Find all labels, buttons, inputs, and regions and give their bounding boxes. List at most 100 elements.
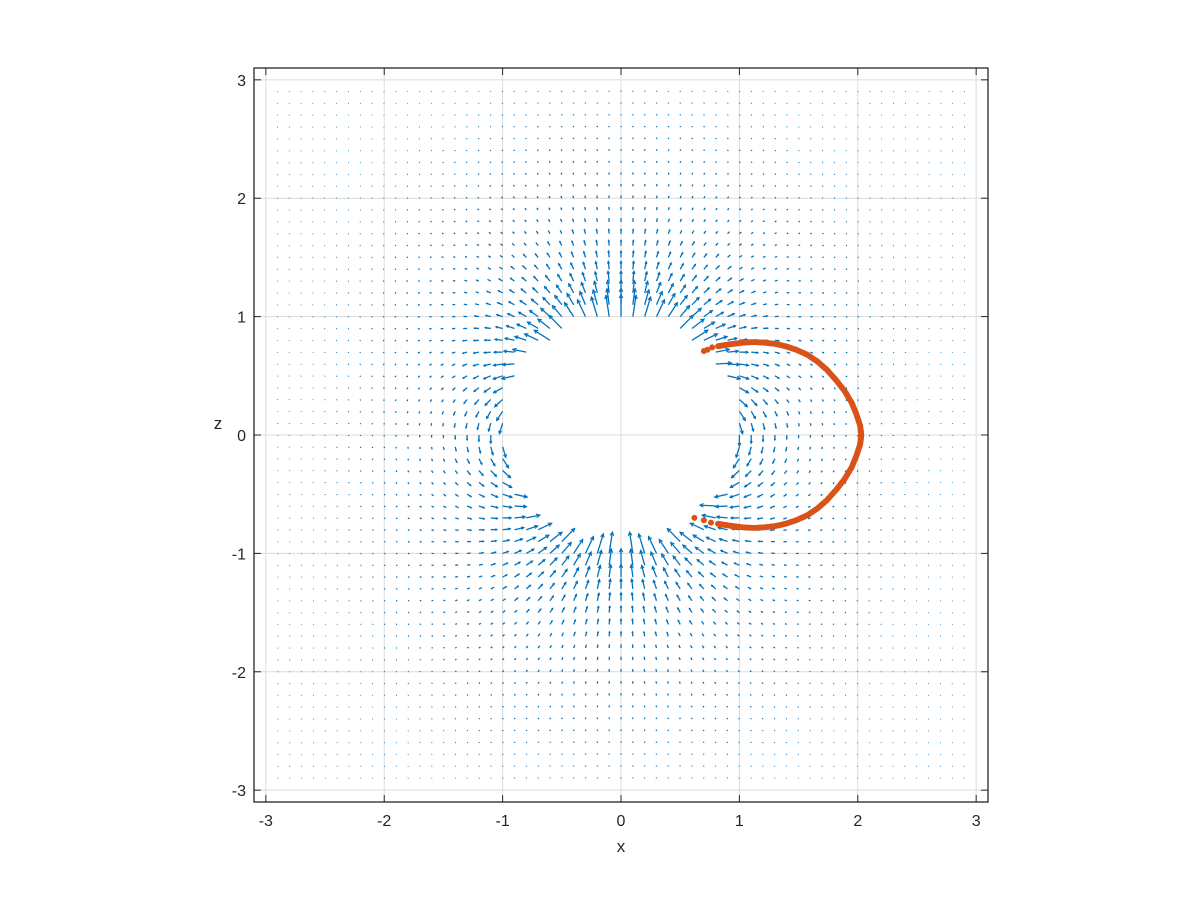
field-vector — [795, 493, 799, 497]
field-vector — [750, 126, 753, 128]
field-vector — [442, 126, 444, 128]
field-vector — [798, 232, 801, 235]
field-vector — [500, 219, 504, 223]
field-vector — [383, 529, 386, 531]
field-vector — [750, 717, 752, 720]
field-vector — [431, 670, 433, 673]
field-vector — [762, 173, 765, 175]
field-vector — [703, 309, 713, 318]
field-vector — [454, 470, 459, 475]
field-vector — [749, 658, 752, 661]
field-vector-head — [627, 530, 633, 537]
field-vector-head — [553, 557, 558, 561]
field-vector-head — [571, 239, 574, 243]
field-vector — [725, 657, 729, 661]
field-vector — [608, 549, 613, 566]
field-vector — [554, 295, 563, 306]
field-vector — [608, 592, 611, 601]
field-vector — [606, 288, 610, 305]
field-vector — [441, 399, 444, 403]
field-vector — [431, 470, 434, 474]
field-vector — [832, 529, 835, 532]
field-vector-head — [681, 544, 687, 549]
field-vector — [785, 706, 788, 708]
field-vector — [478, 587, 483, 590]
field-vector — [596, 533, 604, 554]
field-vector-head — [595, 239, 598, 243]
field-vector — [880, 375, 883, 378]
field-vector — [856, 481, 859, 484]
field-vector-head — [492, 350, 497, 354]
field-vector-head — [707, 298, 712, 302]
field-vector — [726, 149, 729, 152]
field-vector — [584, 195, 587, 199]
field-vector — [464, 243, 468, 247]
field-vector-head — [737, 442, 742, 448]
field-vector — [880, 505, 882, 508]
field-vector-head — [753, 290, 757, 293]
field-vector — [490, 646, 493, 649]
field-vector-head — [557, 531, 563, 537]
field-vector — [684, 557, 693, 566]
field-vector-head — [698, 583, 702, 587]
field-vector-head — [453, 425, 456, 429]
field-vector — [690, 657, 693, 661]
field-vector — [761, 694, 764, 696]
field-vector-head — [747, 452, 752, 456]
field-vector-head — [677, 606, 680, 610]
field-vector — [493, 363, 503, 367]
field-vector-head — [756, 506, 760, 509]
field-vector — [810, 197, 812, 199]
field-vector-head — [679, 531, 685, 537]
field-vector — [466, 717, 469, 720]
field-vector — [690, 681, 693, 684]
field-vector-head — [547, 522, 553, 527]
field-vector — [759, 587, 764, 590]
field-vector — [455, 599, 458, 602]
field-vector-head — [533, 264, 537, 267]
field-vector — [869, 387, 871, 389]
field-vector-head — [507, 527, 512, 531]
field-vector — [573, 669, 576, 672]
field-vector — [382, 387, 385, 390]
field-vector — [691, 329, 709, 341]
field-vector — [442, 173, 444, 176]
field-vector-head — [618, 547, 624, 553]
field-vector-head — [633, 294, 638, 300]
field-vector — [783, 505, 788, 509]
field-vector — [563, 302, 575, 317]
field-vector — [798, 197, 800, 199]
field-vector — [738, 231, 742, 235]
field-vector — [678, 693, 681, 696]
y-tick-label: -1 — [232, 546, 246, 563]
field-vector-head — [706, 548, 711, 552]
field-vector — [880, 517, 882, 520]
field-vector — [394, 399, 397, 402]
field-vector — [810, 363, 813, 366]
field-vector — [501, 149, 504, 152]
field-vector-head — [718, 537, 723, 542]
field-vector — [702, 717, 705, 720]
field-vector — [738, 410, 746, 421]
field-vector — [573, 656, 576, 661]
field-vector — [406, 375, 409, 378]
field-vector — [464, 255, 468, 259]
field-vector-head — [476, 427, 480, 431]
field-vector-head — [644, 280, 649, 285]
field-vector — [703, 184, 706, 187]
field-vector — [572, 195, 575, 199]
field-vector — [857, 387, 860, 390]
field-vector — [715, 207, 718, 211]
field-vector — [774, 149, 777, 152]
field-vector — [759, 575, 764, 578]
field-vector — [499, 266, 503, 270]
field-vector — [487, 255, 492, 258]
field-vector — [772, 622, 776, 625]
field-vector — [383, 399, 385, 402]
field-vector-head — [720, 311, 725, 315]
field-vector — [596, 593, 600, 601]
field-vector — [406, 387, 409, 390]
field-vector — [336, 505, 338, 508]
field-vector — [537, 657, 540, 661]
field-vector-head — [493, 563, 497, 566]
